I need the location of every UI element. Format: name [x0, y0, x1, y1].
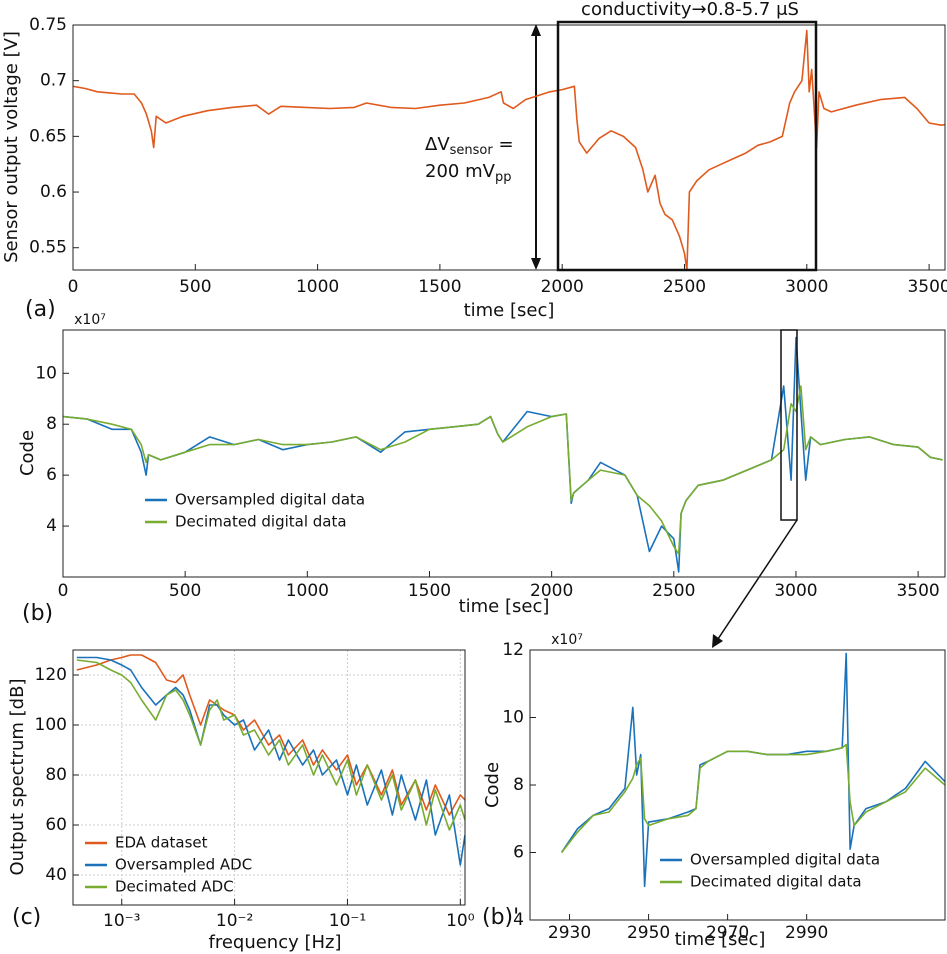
- x-axis-label: time [sec]: [464, 300, 555, 321]
- x-tick-label: 2970: [706, 923, 749, 943]
- y-axis-label: Code: [482, 762, 503, 808]
- zoom-arrow: [715, 519, 798, 643]
- y-tick-label: 8: [513, 775, 524, 795]
- x-tick-label: 1000: [296, 277, 339, 297]
- plot-border: [72, 649, 466, 906]
- annotation: ΔV: [425, 134, 450, 155]
- arrow-head: [531, 258, 541, 270]
- x-tick-label: 10⁻¹: [329, 911, 366, 931]
- x-tick-label: 3500: [896, 581, 939, 601]
- y-tick-label: 60: [45, 815, 67, 835]
- plot-frame: [62, 329, 946, 578]
- y-tick-label: 4: [513, 910, 524, 930]
- x-axis-label: time [sec]: [459, 596, 550, 617]
- zoom-box: [780, 329, 798, 521]
- x-tick-label: 3500: [907, 277, 947, 297]
- axis-multiplier: x10⁷: [551, 632, 583, 648]
- annotation: 200 mVpp: [425, 161, 511, 185]
- y-tick-label: 0.6: [40, 182, 67, 202]
- panel-label: (c): [12, 905, 41, 930]
- x-tick-label: 2000: [530, 581, 573, 601]
- x-tick-label: 1000: [286, 581, 329, 601]
- panel-label: (a): [25, 297, 56, 322]
- x-tick-label: 3000: [785, 277, 828, 297]
- panel: 2930 2950 2970 2990 4 6 8 10 12 time [sec] Code (b)…: [482, 632, 946, 950]
- legend-label: Oversampled digital data: [690, 851, 880, 869]
- data-line: [73, 29, 945, 270]
- annotation: conductivity→0.8-5.7 μS: [581, 0, 799, 20]
- x-tick-label: 10⁰: [446, 911, 475, 931]
- x-tick-label: 2500: [663, 277, 706, 297]
- data-line: [63, 385, 943, 555]
- panel: 0 500 1000 1500 2000 2500 3000 3500 4 6 8 10 time [s…: [17, 312, 946, 626]
- y-tick-label: 12: [502, 640, 524, 660]
- y-axis-label: Sensor output voltage [V]: [1, 31, 22, 263]
- annotation: pp: [495, 170, 512, 185]
- panel-label: (b)': [482, 905, 519, 930]
- data-line: [560, 743, 945, 853]
- y-tick-label: 8: [46, 414, 57, 434]
- data-line: [63, 336, 943, 573]
- annotation: ΔVsensor =: [425, 134, 514, 158]
- legend-label: Decimated ADC: [115, 878, 234, 896]
- annotation: =: [493, 134, 514, 155]
- x-tick-label: 0: [58, 581, 69, 601]
- plot-border: [62, 329, 946, 578]
- y-tick-label: 10: [35, 363, 57, 383]
- x-tick-label: 2950: [627, 923, 670, 943]
- data-line: [76, 654, 465, 816]
- x-tick-label: 2990: [785, 923, 828, 943]
- y-axis-label: Output spectrum [dB]: [7, 679, 28, 876]
- axis-multiplier: x10⁷: [74, 312, 106, 328]
- panel: 10⁻³ 10⁻² 10⁻¹ 10⁰ 40 60 80 100 120 frequency [Hz…: [7, 649, 475, 953]
- x-tick-label: 500: [169, 581, 201, 601]
- plot-border: [529, 649, 946, 921]
- legend-label: EDA dataset: [115, 834, 208, 852]
- y-axis-label: Code: [17, 430, 38, 476]
- data-line: [76, 659, 465, 831]
- data-line: [76, 656, 465, 866]
- y-tick-label: 0.75: [29, 15, 67, 35]
- highlight-box: [556, 20, 818, 272]
- y-tick-label: 0.65: [29, 126, 67, 146]
- y-tick-label: 100: [35, 715, 67, 735]
- x-tick-label: 500: [179, 277, 211, 297]
- x-tick-label: 0: [68, 277, 79, 297]
- arrow-head: [531, 24, 541, 36]
- x-tick-label: 2500: [652, 581, 695, 601]
- y-tick-label: 4: [46, 516, 57, 536]
- legend-label: Oversampled ADC: [115, 856, 252, 874]
- panel-label: (b): [22, 601, 53, 626]
- y-tick-label: 0.55: [29, 238, 67, 258]
- y-tick-label: 40: [45, 865, 67, 885]
- y-tick-label: 6: [513, 843, 524, 863]
- x-axis-label: time [sec]: [675, 929, 766, 950]
- x-tick-label: 1500: [418, 277, 461, 297]
- legend-label: Decimated digital data: [175, 513, 347, 531]
- legend-label: Oversampled digital data: [175, 491, 365, 509]
- y-tick-label: 80: [45, 765, 67, 785]
- x-tick-label: 2000: [541, 277, 584, 297]
- y-tick-label: 10: [502, 708, 524, 728]
- x-axis-label: frequency [Hz]: [208, 932, 341, 953]
- y-tick-label: 6: [46, 465, 57, 485]
- arrow-head: [712, 634, 723, 648]
- x-tick-label: 3000: [774, 581, 817, 601]
- plot-border: [72, 24, 946, 271]
- x-tick-label: 2930: [548, 923, 591, 943]
- legend-label: Decimated digital data: [690, 873, 862, 891]
- x-tick-label: 1500: [408, 581, 451, 601]
- y-tick-label: 0.7: [40, 71, 67, 91]
- y-tick-label: 120: [35, 665, 67, 685]
- annotation: sensor: [450, 143, 494, 158]
- x-tick-label: 10⁻²: [216, 911, 253, 931]
- panel: 0 500 1000 1500 2000 2500 3000 3500 0.55 0.6 0.65 0…: [1, 15, 947, 322]
- annotation: 200 mV: [425, 161, 496, 182]
- x-tick-label: 10⁻³: [103, 911, 140, 931]
